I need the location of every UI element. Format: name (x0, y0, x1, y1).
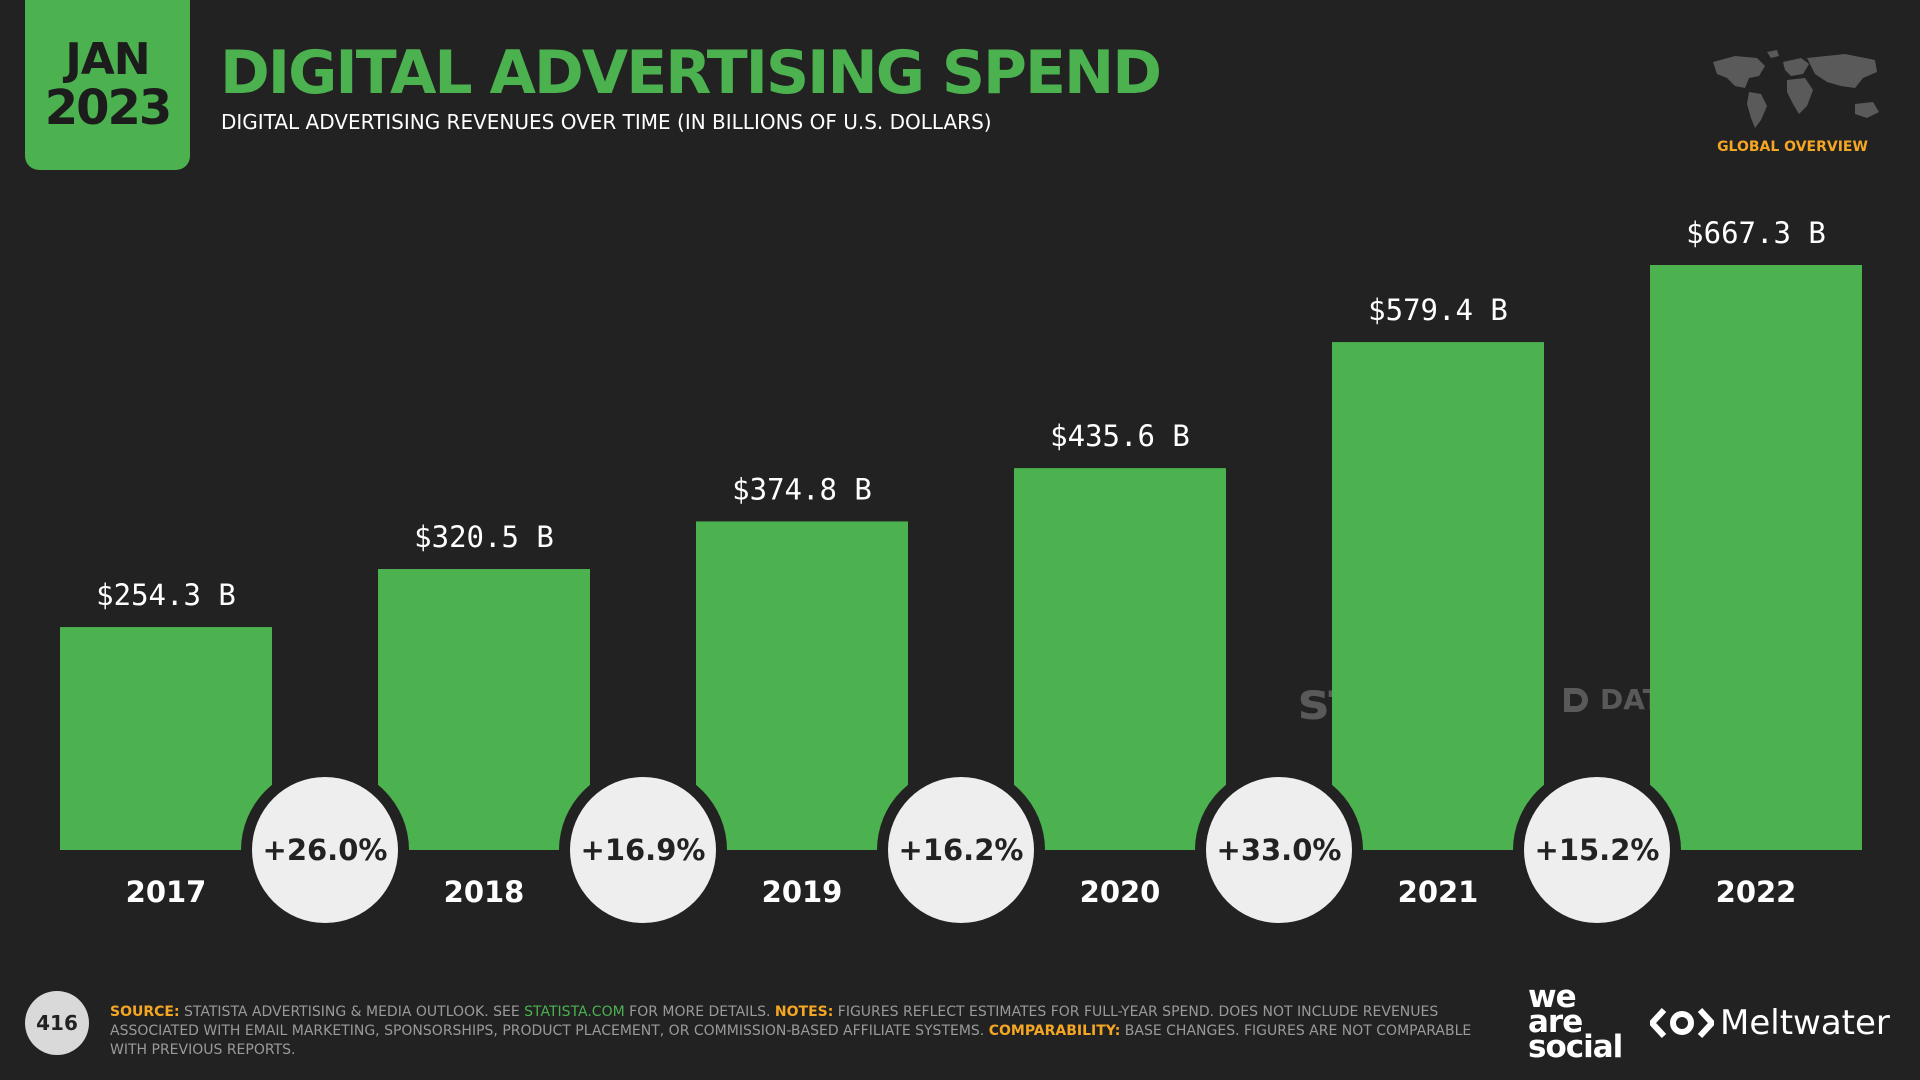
was-line-3: social (1528, 1029, 1623, 1065)
world-map-icon (1705, 48, 1885, 133)
value-label-2021: $579.4 B (1368, 293, 1508, 327)
datareportal-logo-icon (1564, 688, 1588, 712)
section-label: GLOBAL OVERVIEW (1717, 139, 1868, 155)
page-subtitle: DIGITAL ADVERTISING REVENUES OVER TIME (… (221, 110, 992, 134)
year-label-2020: 2020 (1080, 875, 1161, 909)
growth-bubble-1 (252, 777, 398, 923)
value-label-2019: $374.8 B (732, 472, 872, 506)
footnote: SOURCE: STATISTA ADVERTISING & MEDIA OUT… (110, 1003, 1490, 1060)
bar-2020 (1014, 468, 1226, 850)
bar-2021 (1332, 342, 1544, 850)
bar-2018 (378, 569, 590, 850)
source-text-2: FOR MORE DETAILS. (629, 1004, 771, 1020)
growth-bubble-4 (1206, 777, 1352, 923)
value-label-2017: $254.3 B (96, 578, 236, 612)
value-label-2020: $435.6 B (1050, 419, 1190, 453)
source-text: STATISTA ADVERTISING & MEDIA OUTLOOK. SE… (184, 1004, 520, 1020)
bar-2022 (1650, 265, 1862, 850)
meltwater-mark-icon (1650, 1007, 1714, 1039)
year-label-2018: 2018 (444, 875, 525, 909)
source-link[interactable]: STATISTA.COM (524, 1004, 625, 1020)
meltwater-logo: Meltwater (1650, 1001, 1890, 1045)
value-label-2022: $667.3 B (1686, 216, 1826, 250)
growth-bubble-3 (888, 777, 1034, 923)
growth-label-4: +33.0% (1217, 833, 1342, 867)
was-line-1: we (1528, 979, 1577, 1015)
value-label-2018: $320.5 B (414, 520, 554, 554)
year-label-2019: 2019 (762, 875, 843, 909)
year-label-2017: 2017 (126, 875, 207, 909)
notes-text: FIGURES REFLECT ESTIMATES FOR FULL-YEAR … (110, 1004, 1439, 1039)
we-are-social-logo: we are social (1528, 979, 1638, 1065)
bar-2017 (60, 627, 272, 850)
growth-label-2: +16.9% (581, 833, 706, 867)
date-badge: JAN 2023 (25, 0, 190, 170)
badge-year: 2023 (44, 80, 173, 136)
comparability-text: BASE CHANGES. FIGURES ARE NOT COMPARABLE… (110, 1023, 1472, 1058)
growth-label-1: +26.0% (263, 833, 388, 867)
badge-month: JAN (65, 34, 150, 85)
growth-label-3: +16.2% (899, 833, 1024, 867)
comparability-label: COMPARABILITY: (988, 1023, 1121, 1039)
notes-label: NOTES: (774, 1004, 834, 1020)
bar-2019 (696, 521, 908, 850)
page-number: 416 (25, 991, 89, 1055)
meltwater-wordmark: Meltwater (1720, 1003, 1890, 1043)
year-label-2021: 2021 (1398, 875, 1479, 909)
growth-bubble-5 (1524, 777, 1670, 923)
growth-bubble-2 (570, 777, 716, 923)
growth-label-5: +15.2% (1535, 833, 1660, 867)
page-title: DIGITAL ADVERTISING SPEND (220, 38, 1162, 108)
source-label: SOURCE: (110, 1004, 180, 1020)
year-label-2022: 2022 (1716, 875, 1797, 909)
was-line-2: are (1528, 1004, 1583, 1040)
